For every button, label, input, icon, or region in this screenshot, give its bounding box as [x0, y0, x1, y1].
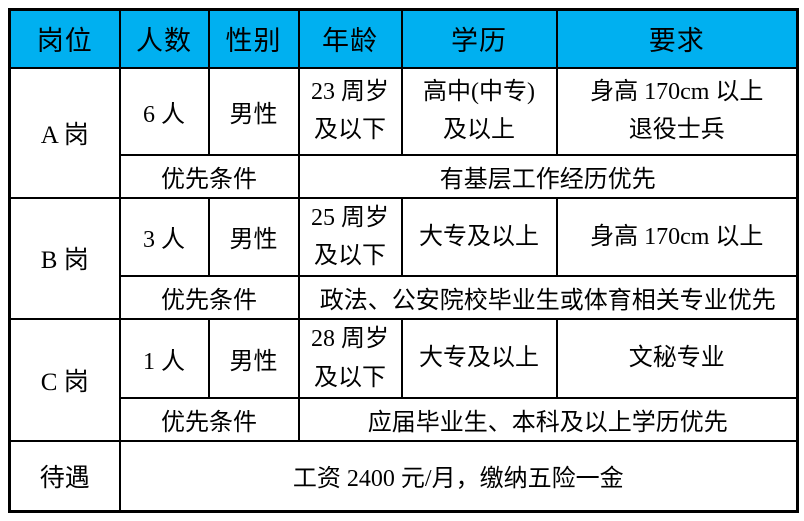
col-header-gender: 性别	[207, 8, 300, 69]
table-row-c-priority: 优先条件 应届毕业生、本科及以上学历优先	[10, 397, 799, 443]
table-row-treatment: 待遇 工资 2400 元/月，缴纳五险一金	[8, 440, 799, 513]
treatment-value-cell: 工资 2400 元/月，缴纳五险一金	[118, 440, 799, 513]
position-cell-c: C 岗	[8, 318, 121, 443]
requirement-cell-a: 身高 170cm 以上 退役士兵	[555, 66, 799, 156]
table-row-b-data: B 岗 3 人 男性 25 周岁 及以下 大专及以上 身高 170cm 以上	[8, 196, 799, 321]
education-cell-c: 大专及以上	[400, 318, 558, 400]
col-header-age: 年龄	[297, 8, 403, 69]
treatment-label-cell: 待遇	[8, 440, 121, 513]
age-cell-c: 28 周岁 及以下	[297, 318, 403, 400]
col-header-count: 人数	[118, 8, 210, 69]
position-cell-a: A 岗	[8, 66, 121, 199]
recruitment-table: 岗位 人数 性别 年龄 学历 要求 A 岗 6 人 男性 23 周岁 及以下 高…	[8, 8, 799, 513]
requirement-cell-b: 身高 170cm 以上	[555, 196, 799, 278]
priority-value-cell-a: 有基层工作经历优先	[297, 153, 799, 199]
table-row-c-data: C 岗 1 人 男性 28 周岁 及以下 大专及以上 文秘专业	[8, 318, 799, 443]
gender-cell-a: 男性	[207, 66, 300, 156]
col-header-position: 岗位	[8, 8, 121, 69]
priority-label-cell-c: 优先条件	[118, 397, 300, 443]
priority-value-cell-b: 政法、公安院校毕业生或体育相关专业优先	[297, 275, 799, 321]
education-cell-a: 高中(中专) 及以上	[400, 66, 558, 156]
gender-cell-b: 男性	[207, 196, 300, 278]
age-cell-b: 25 周岁 及以下	[297, 196, 403, 278]
requirement-cell-c: 文秘专业	[555, 318, 799, 400]
table-row-a-data: A 岗 6 人 男性 23 周岁 及以下 高中(中专) 及以上 身高 170cm…	[8, 66, 799, 199]
header-row: 岗位 人数 性别 年龄 学历 要求	[8, 8, 799, 69]
col-header-education: 学历	[400, 8, 558, 69]
count-cell-a: 6 人	[118, 66, 210, 156]
priority-label-cell-b: 优先条件	[118, 275, 300, 321]
education-cell-b: 大专及以上	[400, 196, 558, 278]
count-cell-c: 1 人	[118, 318, 210, 400]
age-cell-a: 23 周岁 及以下	[297, 66, 403, 156]
priority-value-cell-c: 应届毕业生、本科及以上学历优先	[297, 397, 799, 443]
table-row-b-priority: 优先条件 政法、公安院校毕业生或体育相关专业优先	[10, 275, 799, 321]
priority-label-cell-a: 优先条件	[118, 153, 300, 199]
count-cell-b: 3 人	[118, 196, 210, 278]
table-row-a-priority: 优先条件 有基层工作经历优先	[10, 153, 799, 199]
col-header-requirement: 要求	[555, 8, 799, 69]
gender-cell-c: 男性	[207, 318, 300, 400]
position-cell-b: B 岗	[8, 196, 121, 321]
